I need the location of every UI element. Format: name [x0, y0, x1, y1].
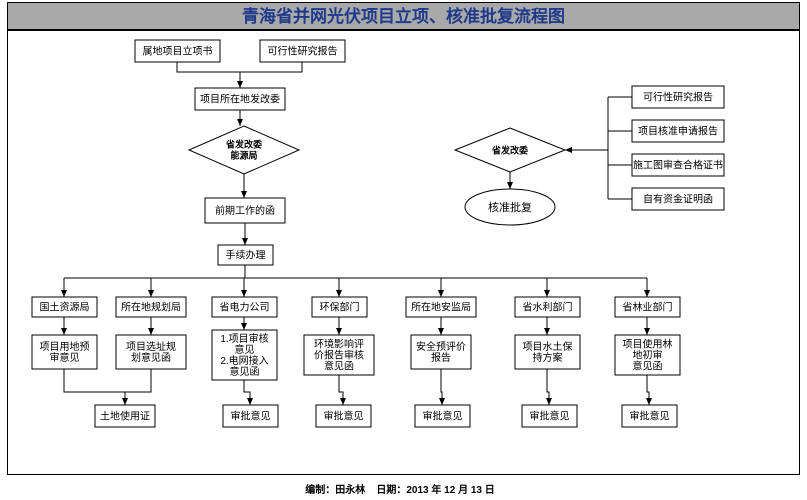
svg-text:项目选址规: 项目选址规	[126, 340, 176, 353]
svg-text:省电力公司: 省电力公司	[220, 301, 270, 314]
box-c12b: 土地使用证	[95, 405, 155, 427]
box-c5m: 安全预评价报告	[411, 335, 471, 369]
svg-text:审批意见: 审批意见	[231, 410, 271, 423]
svg-text:意见函: 意见函	[633, 360, 663, 373]
diamond-d2: 省发改委	[455, 128, 565, 172]
svg-text:能源局: 能源局	[230, 149, 257, 160]
svg-text:可行性研究报告: 可行性研究报告	[643, 91, 713, 104]
svg-text:审意见: 审意见	[50, 351, 80, 364]
ellipse-e1: 核准批复	[465, 189, 555, 225]
svg-text:审批意见: 审批意见	[423, 410, 463, 423]
svg-text:持方案: 持方案	[533, 351, 563, 364]
box-c5h: 所在地安监局	[406, 297, 476, 317]
box-r2: 项目核准申请报告	[632, 120, 724, 142]
footer-author-label: 编制：	[305, 485, 335, 496]
edge-0	[177, 62, 240, 88]
edge-24	[339, 375, 343, 405]
box-c4m: 环境影响评价报告审核意见函	[304, 335, 374, 375]
svg-text:施工图审查合格证书: 施工图审查合格证书	[633, 159, 723, 172]
svg-text:项目用地预: 项目用地预	[40, 340, 90, 353]
box-c2h: 所在地规划局	[116, 297, 186, 317]
box-c3m: 1.项目审核意见2.电网接入意见函	[212, 330, 277, 380]
box-c4b: 审批意见	[316, 405, 371, 427]
svg-text:划意见函: 划意见函	[131, 351, 171, 364]
svg-text:属地项目立项书: 属地项目立项书	[143, 45, 213, 58]
svg-text:省发改委: 省发改委	[225, 138, 263, 149]
svg-text:项目所在地发改委: 项目所在地发改委	[200, 93, 280, 106]
flowchart-page: 青海省并网光伏项目立项、核准批复流程图 属地项目立项书可行性研究报告项目所在地发…	[0, 0, 807, 500]
box-r4: 自有资金证明函	[632, 188, 724, 210]
svg-text:审批意见: 审批意见	[530, 410, 570, 423]
box-r1: 可行性研究报告	[632, 86, 724, 108]
box-n4: 前期工作的函	[205, 198, 285, 223]
svg-text:环境影响评: 环境影响评	[314, 338, 364, 351]
svg-text:自有资金证明函: 自有资金证明函	[643, 193, 713, 206]
svg-text:可行性研究报告: 可行性研究报告	[268, 45, 338, 58]
svg-text:所在地规划局: 所在地规划局	[121, 301, 181, 314]
svg-text:审批意见: 审批意见	[324, 410, 364, 423]
svg-text:报告: 报告	[431, 351, 451, 364]
svg-text:审批意见: 审批意见	[630, 410, 670, 423]
flowchart-svg: 属地项目立项书可行性研究报告项目所在地发改委前期工作的函手续办理可行性研究报告项…	[0, 0, 807, 500]
footer-date-label: 日期：	[376, 485, 406, 496]
svg-text:2.电网接入: 2.电网接入	[220, 354, 268, 367]
box-c7m: 项目使用林地初审意见函	[615, 335, 680, 375]
edge-23	[244, 380, 250, 405]
svg-text:项目水土保: 项目水土保	[523, 340, 573, 353]
svg-text:意见函: 意见函	[324, 360, 354, 373]
box-n1: 属地项目立项书	[135, 40, 220, 62]
diamond-d1: 省发改委能源局	[189, 126, 299, 174]
box-c1m: 项目用地预审意见	[32, 335, 97, 369]
svg-text:国土资源局: 国土资源局	[40, 301, 90, 314]
svg-text:土地使用证: 土地使用证	[100, 410, 150, 423]
box-c3b: 审批意见	[223, 405, 278, 427]
box-n3: 项目所在地发改委	[195, 88, 285, 110]
box-c6h: 省水利部门	[515, 297, 580, 317]
edge-25	[441, 369, 442, 405]
box-c7h: 省林业部门	[615, 297, 680, 317]
svg-text:项目使用林: 项目使用林	[623, 338, 673, 351]
box-c6m: 项目水土保持方案	[515, 335, 580, 369]
footer: 编制：田永林 日期：2013 年 12 月 13 日	[0, 481, 800, 496]
footer-date: 2013 年 12 月 13 日	[406, 485, 494, 496]
svg-text:安全预评价: 安全预评价	[416, 340, 466, 353]
box-c1h: 国土资源局	[32, 297, 97, 317]
svg-text:核准批复: 核准批复	[488, 200, 532, 214]
box-c3h: 省电力公司	[212, 297, 277, 317]
svg-text:省林业部门: 省林业部门	[623, 301, 673, 314]
svg-text:意见: 意见	[235, 343, 255, 356]
svg-text:地初审: 地初审	[633, 349, 663, 362]
svg-text:手续办理: 手续办理	[226, 249, 266, 262]
svg-text:项目核准申请报告: 项目核准申请报告	[638, 125, 718, 138]
svg-text:价报告审核: 价报告审核	[314, 349, 364, 362]
edge-21	[64, 369, 125, 405]
box-r3: 施工图审查合格证书	[632, 154, 724, 176]
svg-text:前期工作的函: 前期工作的函	[215, 204, 275, 217]
svg-text:所在地安监局: 所在地安监局	[411, 301, 471, 314]
edge-26	[547, 369, 549, 405]
edge-27	[647, 375, 649, 405]
box-n5: 手续办理	[218, 245, 273, 265]
edge-22	[125, 369, 151, 392]
box-c2m: 项目选址规划意见函	[116, 335, 186, 369]
box-c7b: 审批意见	[622, 405, 677, 427]
svg-text:意见函: 意见函	[230, 365, 260, 378]
svg-text:省水利部门: 省水利部门	[523, 301, 573, 314]
box-n2: 可行性研究报告	[260, 40, 345, 62]
footer-author: 田永林	[335, 485, 365, 496]
svg-text:1.项目审核: 1.项目审核	[220, 332, 268, 345]
svg-text:环保部门: 环保部门	[320, 301, 360, 314]
box-c4h: 环保部门	[312, 297, 367, 317]
box-c5b: 审批意见	[415, 405, 470, 427]
box-c6b: 审批意见	[522, 405, 577, 427]
edge-1	[240, 62, 302, 88]
svg-text:省发改委: 省发改委	[491, 144, 529, 155]
